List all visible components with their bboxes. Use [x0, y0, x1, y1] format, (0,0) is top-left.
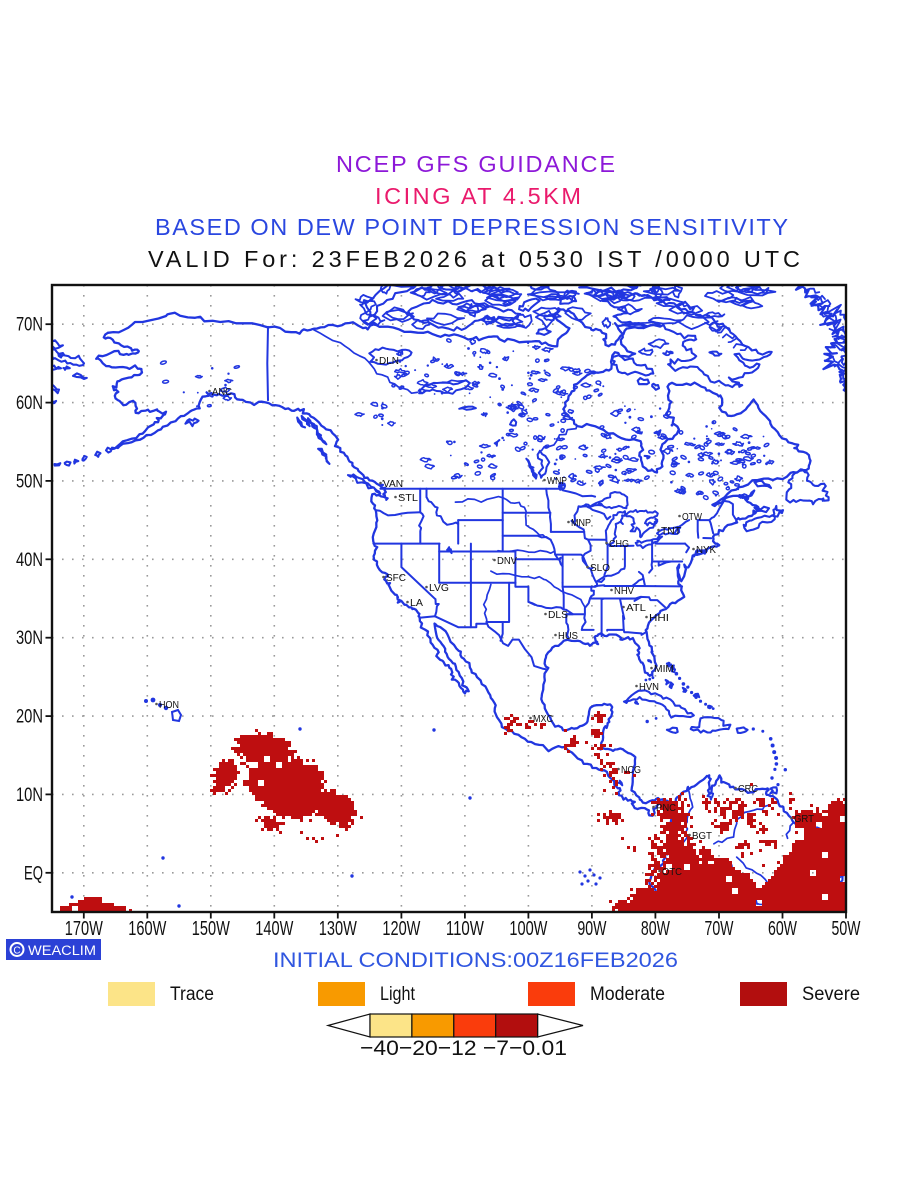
svg-text:130W: 130W	[319, 918, 357, 940]
svg-text:NHV: NHV	[614, 585, 634, 597]
svg-text:BASED ON DEW POINT DEPRESSION: BASED ON DEW POINT DEPRESSION SENSITIVIT…	[155, 214, 788, 240]
svg-text:50N: 50N	[16, 471, 43, 492]
svg-text:PNC: PNC	[656, 802, 676, 814]
svg-text:60W: 60W	[768, 918, 797, 940]
svg-text:50W: 50W	[832, 918, 861, 940]
svg-text:Moderate: Moderate	[590, 984, 665, 1005]
svg-text:110W: 110W	[446, 918, 484, 940]
svg-text:ATL: ATL	[626, 602, 646, 614]
svg-text:30N: 30N	[16, 628, 43, 649]
svg-text:MXC: MXC	[533, 713, 553, 725]
svg-text:150W: 150W	[192, 918, 230, 940]
svg-text:Severe: Severe	[802, 984, 860, 1005]
svg-text:70N: 70N	[16, 315, 43, 336]
svg-text:SLO: SLO	[590, 562, 610, 574]
svg-text:ANC: ANC	[212, 386, 232, 398]
svg-text:WNP: WNP	[547, 475, 567, 487]
svg-text:160W: 160W	[128, 918, 166, 940]
svg-text:HUS: HUS	[558, 630, 578, 642]
svg-text:HHI: HHI	[649, 612, 669, 624]
svg-text:100W: 100W	[509, 918, 547, 940]
svg-text:ICING AT 4.5KM: ICING AT 4.5KM	[375, 183, 581, 209]
svg-text:DLS: DLS	[548, 609, 568, 621]
svg-text:40N: 40N	[16, 550, 43, 571]
svg-text:120W: 120W	[382, 918, 420, 940]
svg-text:90W: 90W	[577, 918, 606, 940]
svg-text:NYK: NYK	[696, 544, 716, 556]
svg-text:60N: 60N	[16, 393, 43, 414]
svg-text:INITIAL CONDITIONS:00Z16FEB202: INITIAL CONDITIONS:00Z16FEB2026	[273, 949, 678, 972]
svg-text:CHG: CHG	[609, 538, 629, 550]
svg-text:DLN: DLN	[379, 355, 399, 367]
svg-text:CRC: CRC	[738, 783, 758, 795]
svg-text:LVG: LVG	[429, 582, 449, 594]
svg-text:10N: 10N	[16, 785, 43, 806]
svg-text:MIM: MIM	[654, 663, 674, 675]
svg-text:TNT: TNT	[661, 525, 682, 537]
svg-text:BGT: BGT	[692, 830, 713, 842]
svg-text:170W: 170W	[65, 918, 103, 940]
svg-text:NCEP GFS GUIDANCE: NCEP GFS GUIDANCE	[336, 151, 615, 177]
svg-text:C: C	[13, 946, 20, 957]
svg-text:GRT: GRT	[794, 813, 815, 825]
svg-text:SFC: SFC	[386, 572, 406, 584]
svg-text:80W: 80W	[641, 918, 670, 940]
svg-text:20N: 20N	[16, 707, 43, 728]
svg-text:EQ: EQ	[24, 863, 43, 884]
svg-text:LA: LA	[410, 597, 423, 609]
svg-text:HVN: HVN	[639, 681, 659, 693]
svg-text:NCG: NCG	[621, 764, 641, 776]
svg-text:Trace: Trace	[170, 984, 214, 1005]
svg-text:OTC: OTC	[662, 866, 682, 878]
svg-text:VAN: VAN	[383, 478, 403, 490]
svg-text:MNP: MNP	[571, 517, 591, 529]
svg-text:−40−20−12 −7−0.01: −40−20−12 −7−0.01	[360, 1036, 567, 1060]
svg-text:DNV: DNV	[497, 555, 517, 567]
svg-text:HON: HON	[159, 699, 179, 711]
svg-text:STL: STL	[398, 492, 418, 504]
svg-text:70W: 70W	[705, 918, 734, 940]
svg-text:WEACLIM: WEACLIM	[28, 943, 96, 958]
svg-text:VALID For: 23FEB2026 at 0530 I: VALID For: 23FEB2026 at 0530 IST /0000 U…	[148, 246, 800, 272]
svg-text:Light: Light	[380, 984, 416, 1005]
svg-text:OTW: OTW	[682, 511, 702, 523]
svg-text:140W: 140W	[255, 918, 293, 940]
